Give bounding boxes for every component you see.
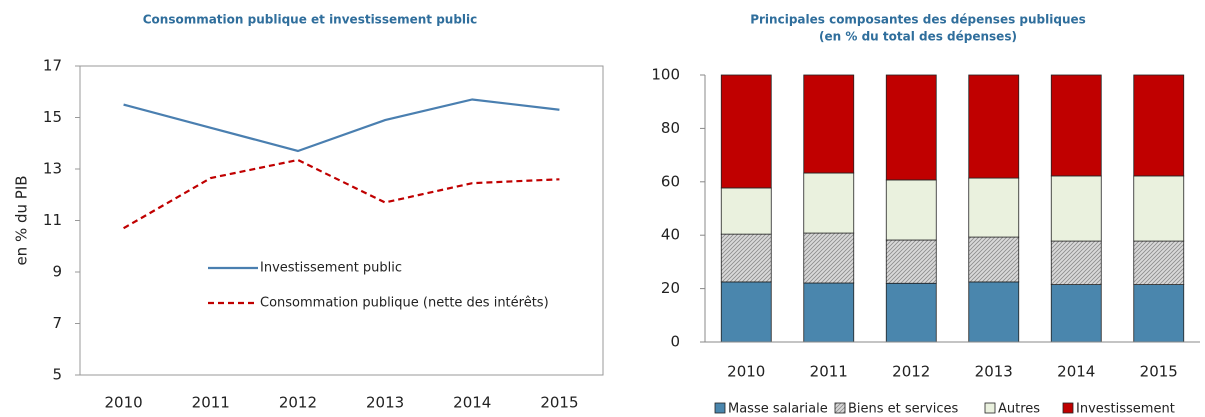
x-tick-label: 2014: [453, 394, 491, 412]
y-tick-label: 17: [43, 57, 62, 75]
bar-segment: [1050, 284, 1102, 343]
x-tick-label: 2011: [810, 363, 848, 381]
chart-title: (en % du total des dépenses): [819, 30, 1017, 44]
legend-label: Autres: [998, 402, 1040, 417]
bar-segment: [968, 236, 1020, 283]
legend-swatch: [834, 402, 846, 414]
bar-segment: [1133, 175, 1185, 242]
bar-segment: [720, 281, 772, 343]
bar-segment: [1050, 240, 1102, 285]
y-tick-label: 0: [670, 333, 680, 351]
bar-segment: [885, 179, 937, 241]
y-tick-label: 15: [43, 108, 62, 126]
chart-title: Principales composantes des dépenses pub…: [750, 13, 1086, 27]
y-tick-label: 13: [43, 160, 62, 178]
bar-segment: [720, 74, 772, 189]
x-tick-label: 2013: [366, 394, 404, 412]
legend-label: Investissement: [1076, 402, 1175, 417]
bar-segment: [803, 74, 855, 174]
bar-segment: [968, 74, 1020, 179]
y-tick-label: 80: [661, 119, 680, 137]
legend-label: Biens et services: [848, 402, 958, 417]
x-tick-label: 2011: [192, 394, 230, 412]
line-series: [123, 98, 560, 153]
plot-frame: [79, 65, 604, 376]
legend-swatch: [984, 402, 996, 414]
legend-label: Masse salariale: [728, 402, 828, 417]
y-axis-label: en % du PIB: [13, 175, 31, 265]
bar-segment: [803, 232, 855, 284]
x-tick-label: 2010: [104, 394, 142, 412]
bar-segment: [885, 239, 937, 284]
y-tick-label: 11: [43, 211, 62, 229]
x-tick-label: 2012: [892, 363, 930, 381]
x-tick-label: 2015: [1140, 363, 1178, 381]
line-series: [123, 158, 560, 230]
legend-swatch: [714, 402, 726, 414]
x-tick-label: 2015: [540, 394, 578, 412]
bar-segment: [968, 281, 1020, 343]
x-tick-label: 2013: [975, 363, 1013, 381]
bar-segment: [885, 74, 937, 181]
x-tick-label: 2010: [727, 363, 765, 381]
bar-segment: [720, 187, 772, 235]
y-tick-label: 20: [661, 279, 680, 297]
bar-segment: [885, 282, 937, 343]
bar-segment: [1133, 74, 1185, 177]
bar-segment: [803, 172, 855, 234]
y-tick-label: 60: [661, 172, 680, 190]
legend-label: Investissement public: [260, 261, 402, 276]
x-tick-label: 2012: [279, 394, 317, 412]
y-tick-label: 9: [52, 263, 62, 281]
bar-segment: [1050, 175, 1102, 242]
legend-swatch: [1062, 402, 1074, 414]
y-tick-label: 100: [651, 66, 680, 84]
bar-segment: [720, 233, 772, 283]
chart-title: Consommation publique et investissement …: [143, 13, 478, 27]
bar-segment: [803, 282, 855, 343]
bar-segment: [1133, 240, 1185, 285]
x-tick-label: 2014: [1057, 363, 1095, 381]
bar-segment: [968, 177, 1020, 238]
y-tick-label: 5: [52, 366, 62, 384]
y-tick-label: 40: [661, 226, 680, 244]
legend-label: Consommation publique (nette des intérêt…: [260, 296, 549, 311]
bar-segment: [1133, 284, 1185, 343]
y-tick-label: 7: [52, 314, 62, 332]
bar-segment: [1050, 74, 1102, 177]
